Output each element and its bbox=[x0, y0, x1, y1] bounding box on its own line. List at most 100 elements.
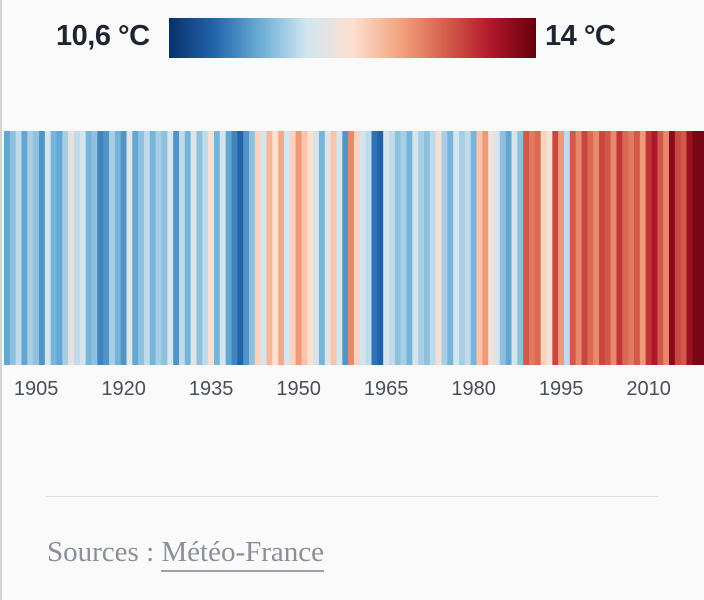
stripe-1919 bbox=[114, 131, 122, 365]
stripe-2002 bbox=[599, 131, 606, 365]
stripe-1943 bbox=[254, 131, 262, 365]
stripe-2009 bbox=[639, 131, 647, 365]
stripe-1931 bbox=[184, 131, 192, 365]
stripe-1994 bbox=[552, 131, 559, 365]
stripe-1927 bbox=[161, 131, 168, 365]
stripe-1954 bbox=[319, 131, 326, 365]
x-tick-1995: 1995 bbox=[538, 378, 584, 400]
legend-max-label: 14 °C bbox=[545, 20, 616, 52]
stripe-1926 bbox=[155, 131, 162, 365]
x-tick-1980: 1980 bbox=[451, 378, 496, 400]
x-tick-1920: 1920 bbox=[101, 378, 146, 400]
stripe-1929 bbox=[173, 131, 180, 365]
stripe-1949 bbox=[289, 131, 297, 365]
stripe-1915 bbox=[91, 131, 98, 365]
legend-gradient-bar bbox=[169, 18, 536, 58]
stripes-svg bbox=[4, 131, 704, 365]
stripe-1933 bbox=[196, 131, 203, 365]
stripe-1995 bbox=[558, 131, 565, 365]
x-tick-1965: 1965 bbox=[363, 378, 409, 400]
stripe-1939 bbox=[231, 131, 238, 365]
stripe-1903 bbox=[21, 131, 28, 365]
stripe-1938 bbox=[225, 131, 232, 365]
sources-line: Sources : Météo-France bbox=[47, 536, 325, 572]
stripe-1961 bbox=[359, 131, 367, 365]
stripe-1983 bbox=[488, 131, 495, 365]
stripe-2003 bbox=[604, 131, 612, 365]
stripe-2005 bbox=[616, 131, 623, 365]
stripe-2018 bbox=[692, 131, 699, 365]
x-tick-1935: 1935 bbox=[188, 378, 234, 400]
stripe-1921 bbox=[126, 131, 133, 365]
stripe-2010 bbox=[645, 131, 652, 365]
x-tick-2010: 2010 bbox=[626, 378, 671, 400]
stripe-2015 bbox=[674, 131, 682, 365]
stripe-2019 bbox=[698, 131, 704, 365]
stripe-1972 bbox=[424, 131, 431, 365]
stripe-1914 bbox=[85, 131, 92, 365]
x-tick-1950: 1950 bbox=[276, 378, 321, 400]
stripe-1978 bbox=[459, 131, 466, 365]
stripe-2007 bbox=[628, 131, 635, 365]
stripe-2016 bbox=[680, 131, 687, 365]
stripe-1964 bbox=[377, 131, 384, 365]
stripe-1920 bbox=[120, 131, 127, 365]
legend-min-label: 10,6 °C bbox=[56, 20, 150, 52]
stripe-1910 bbox=[62, 131, 69, 365]
stripe-1996 bbox=[564, 131, 571, 365]
stripe-1986 bbox=[505, 131, 512, 365]
stripe-2008 bbox=[634, 131, 641, 365]
stripe-1940 bbox=[237, 131, 244, 365]
stripe-2006 bbox=[622, 131, 629, 365]
source-link-meteo-france[interactable]: Météo-France bbox=[161, 536, 325, 572]
stripe-1979 bbox=[464, 131, 472, 365]
stripe-1924 bbox=[144, 131, 151, 365]
stripe-1993 bbox=[546, 131, 553, 365]
stripe-1982 bbox=[482, 131, 489, 365]
stripe-1965 bbox=[383, 131, 390, 365]
stripe-1904 bbox=[27, 131, 34, 365]
stripe-1905 bbox=[33, 131, 40, 365]
stripe-2017 bbox=[686, 131, 693, 365]
stripe-1918 bbox=[109, 131, 116, 365]
stripe-1980 bbox=[470, 131, 477, 365]
stripe-1935 bbox=[208, 131, 215, 365]
stripe-1970 bbox=[412, 131, 419, 365]
stripe-1952 bbox=[307, 131, 314, 365]
stripe-1959 bbox=[348, 131, 355, 365]
stripe-1912 bbox=[74, 131, 81, 365]
stripe-1942 bbox=[249, 131, 256, 365]
stripe-1911 bbox=[68, 131, 75, 365]
stripe-1968 bbox=[400, 131, 407, 365]
stripe-1953 bbox=[313, 131, 320, 365]
stripe-1974 bbox=[435, 131, 442, 365]
warming-stripes-chart bbox=[4, 131, 704, 365]
left-border bbox=[0, 0, 2, 600]
stripe-1928 bbox=[167, 131, 174, 365]
stripe-1981 bbox=[476, 131, 483, 365]
stripe-1934 bbox=[202, 131, 209, 365]
stripe-1947 bbox=[278, 131, 285, 365]
stripe-1902 bbox=[15, 131, 22, 365]
stripe-1984 bbox=[494, 131, 501, 365]
stripe-1936 bbox=[214, 131, 221, 365]
stripe-1997 bbox=[569, 131, 577, 365]
stripe-1900 bbox=[4, 131, 11, 365]
stripe-1998 bbox=[575, 131, 582, 365]
color-legend: 10,6 °C 14 °C bbox=[0, 0, 704, 80]
stripe-1985 bbox=[499, 131, 507, 365]
stripe-1925 bbox=[149, 131, 157, 365]
stripe-1941 bbox=[243, 131, 250, 365]
stripe-1977 bbox=[453, 131, 460, 365]
divider bbox=[46, 496, 658, 497]
stripe-1944 bbox=[260, 131, 267, 365]
stripe-1907 bbox=[44, 131, 52, 365]
stripe-1923 bbox=[138, 131, 145, 365]
sources-label: Sources : bbox=[47, 536, 162, 568]
stripe-2012 bbox=[657, 131, 664, 365]
stripe-1960 bbox=[354, 131, 361, 365]
stripe-1906 bbox=[39, 131, 46, 365]
stripe-2014 bbox=[669, 131, 676, 365]
stripe-1969 bbox=[406, 131, 413, 365]
stripe-1967 bbox=[394, 131, 402, 365]
